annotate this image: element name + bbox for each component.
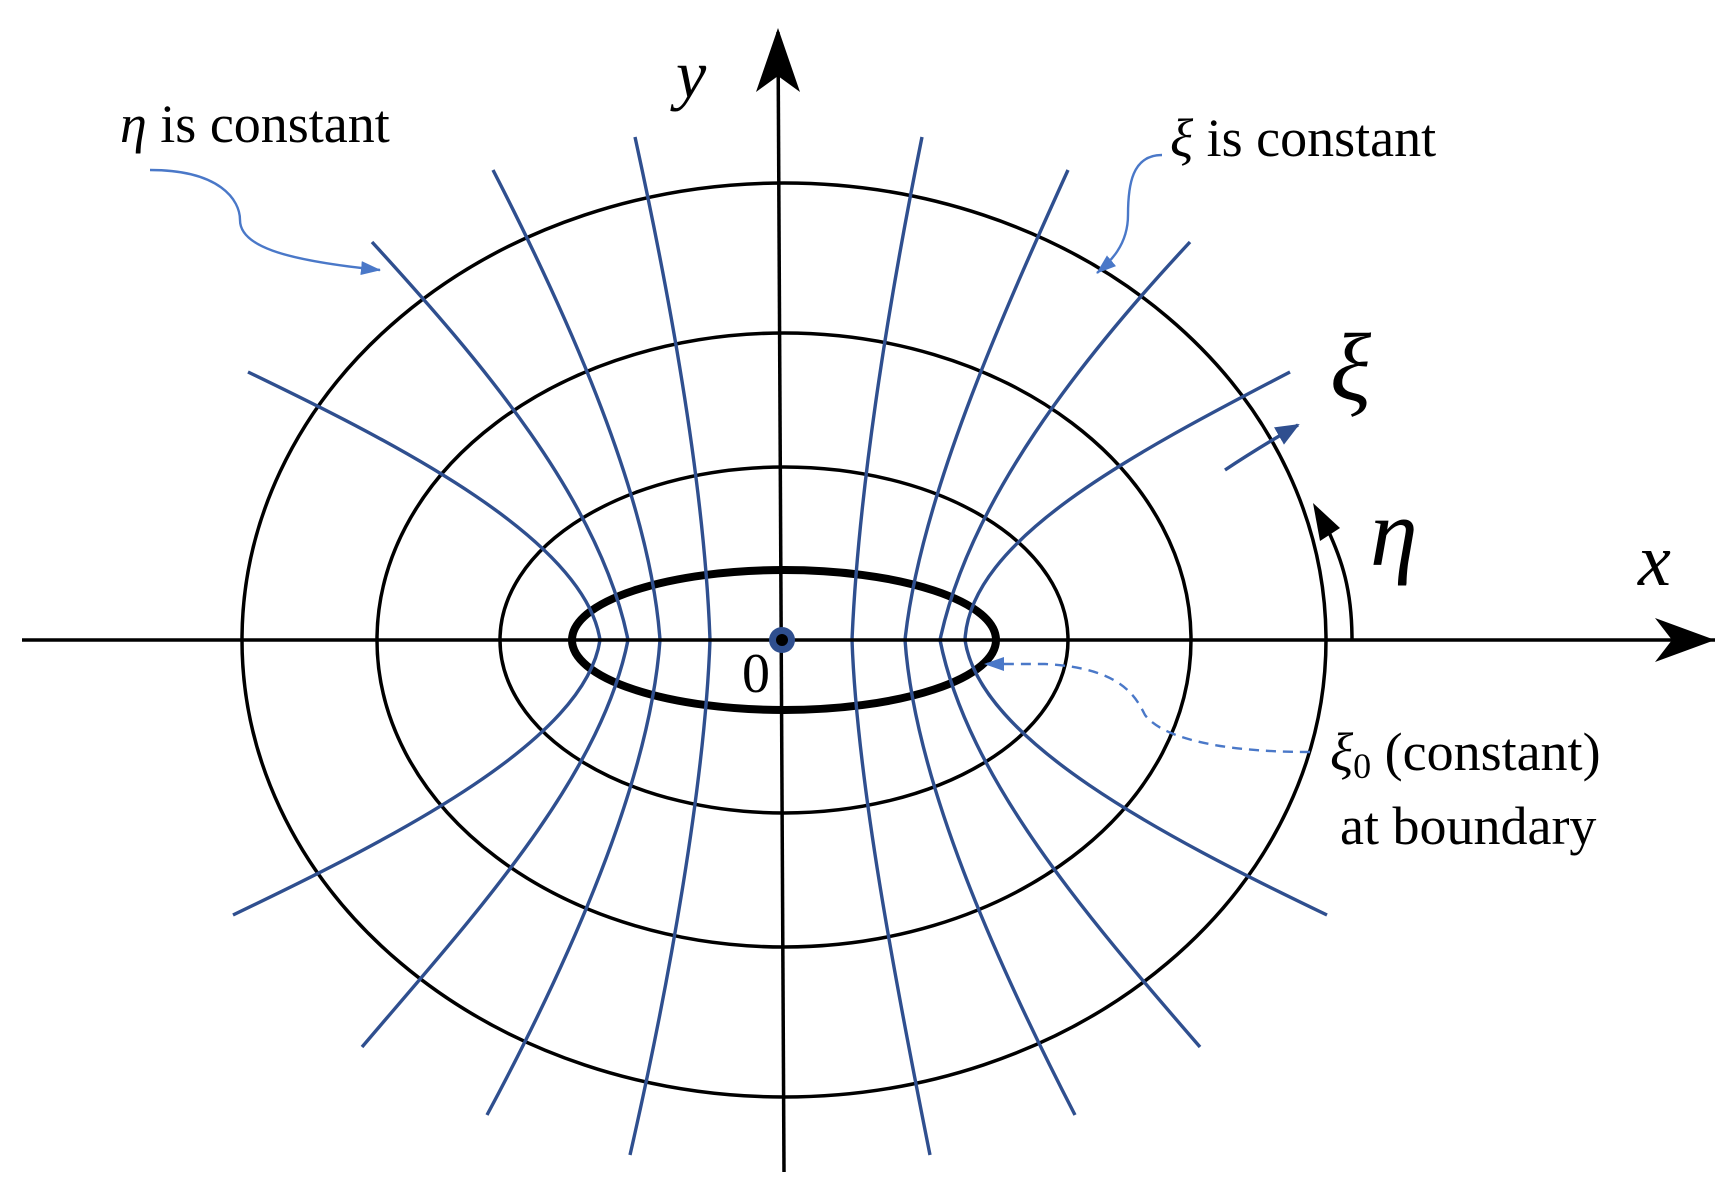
y-axis-label: y xyxy=(670,36,707,112)
xi-axis-label: ξ xyxy=(1330,314,1372,421)
y-axis-arrowhead xyxy=(756,28,800,92)
eta-arrowhead xyxy=(1313,503,1340,541)
hyperbola-left-2 xyxy=(360,240,630,1049)
callout-boundary xyxy=(984,657,1311,754)
eta-direction-arc xyxy=(1325,527,1354,641)
hyperbola-right-1 xyxy=(963,370,1328,917)
x-axis-label: x xyxy=(1637,520,1671,602)
xi-constant-annotation: ξ is constant xyxy=(1170,108,1436,168)
x-axis-arrowhead xyxy=(1655,618,1715,662)
y-axis xyxy=(776,31,786,1173)
eta-constant-annotation: η is constant xyxy=(120,94,390,154)
boundary-annotation-line1: ξ0 (constant) xyxy=(1330,722,1601,790)
hyperbola-right-4 xyxy=(850,136,932,1156)
eta-axis-label: η xyxy=(1370,479,1418,586)
hyperbola-right-3 xyxy=(903,169,1077,1116)
callout-eta-constant xyxy=(149,168,381,276)
xi-direction-arrow xyxy=(1224,423,1300,472)
origin-label: 0 xyxy=(742,643,770,705)
hyperbola-right-2 xyxy=(938,240,1202,1049)
boundary-annotation-line2: at boundary xyxy=(1340,796,1596,856)
origin-marker xyxy=(769,627,795,653)
callout-xi-constant xyxy=(1096,153,1163,274)
axes xyxy=(22,28,1715,1173)
hyperbola-left-4 xyxy=(628,136,712,1156)
